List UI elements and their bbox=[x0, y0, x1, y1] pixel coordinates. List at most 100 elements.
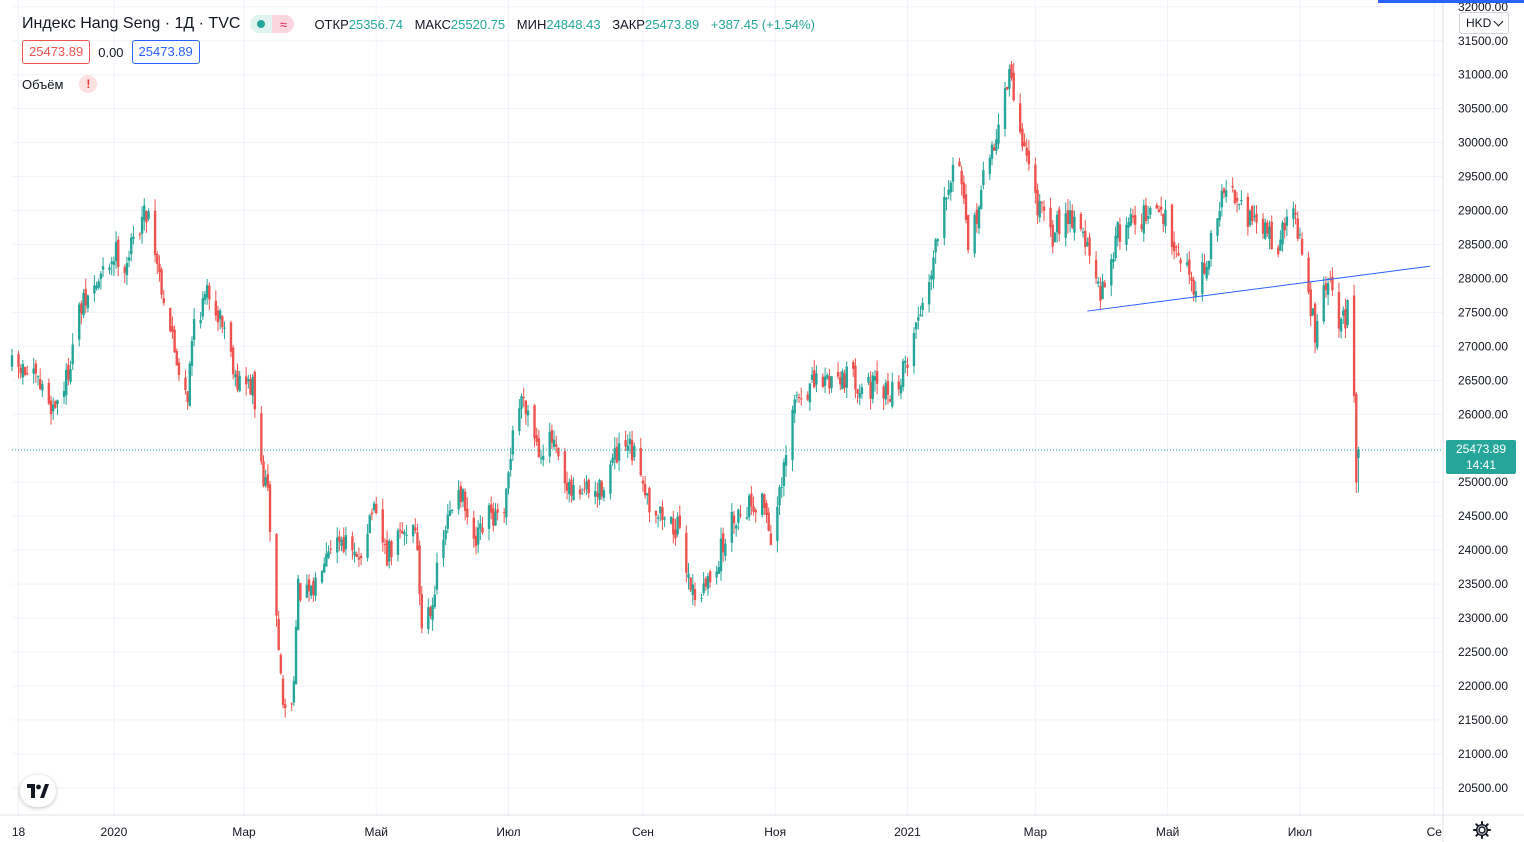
candle bbox=[1316, 314, 1319, 351]
candle bbox=[1118, 217, 1122, 250]
x-tick-label: 18 bbox=[12, 825, 26, 839]
candle bbox=[82, 288, 85, 319]
candle bbox=[1071, 204, 1074, 230]
candle bbox=[1264, 218, 1267, 241]
candle bbox=[147, 208, 150, 221]
candle bbox=[806, 391, 809, 402]
candle bbox=[375, 496, 378, 515]
candle bbox=[169, 307, 172, 333]
candle bbox=[1300, 232, 1304, 256]
candle bbox=[693, 582, 697, 607]
open-label: ОТКР bbox=[314, 16, 349, 32]
candle bbox=[791, 405, 794, 472]
candle bbox=[839, 371, 842, 391]
market-status-pill[interactable]: ≈ bbox=[250, 15, 295, 33]
candle bbox=[156, 251, 159, 275]
x-tick-label: 2021 bbox=[894, 825, 921, 839]
candle bbox=[338, 530, 341, 552]
tradingview-logo-icon[interactable] bbox=[20, 775, 56, 807]
ask-price-button[interactable]: 25473.89 bbox=[131, 40, 200, 64]
candle bbox=[244, 367, 248, 396]
candle bbox=[1342, 306, 1345, 325]
candle bbox=[320, 569, 324, 585]
candle bbox=[231, 345, 235, 380]
close-value: 25473.89 bbox=[644, 16, 700, 32]
candle bbox=[41, 380, 44, 398]
candle bbox=[145, 210, 148, 233]
warning-icon[interactable]: ! bbox=[79, 75, 98, 93]
bar-countdown: 14:41 bbox=[1465, 458, 1497, 473]
candle bbox=[826, 372, 829, 380]
candle bbox=[65, 363, 68, 405]
candle bbox=[140, 206, 144, 244]
candle bbox=[205, 278, 209, 305]
candle bbox=[489, 496, 493, 520]
candle bbox=[1133, 205, 1137, 235]
candle bbox=[385, 530, 389, 567]
candle bbox=[474, 526, 478, 555]
gear-icon[interactable] bbox=[1472, 820, 1492, 840]
candle bbox=[535, 427, 538, 446]
candle bbox=[598, 478, 601, 506]
symbol-title[interactable]: Индекс Hang Seng · 1Д · TVC bbox=[22, 15, 241, 32]
candle bbox=[906, 357, 909, 377]
candle bbox=[314, 572, 317, 601]
chart-grid bbox=[12, 0, 1443, 815]
candle bbox=[565, 471, 569, 500]
candle bbox=[899, 378, 903, 400]
candle bbox=[1190, 271, 1193, 292]
candle bbox=[947, 179, 950, 200]
candle bbox=[1149, 206, 1152, 219]
candle bbox=[1255, 205, 1258, 234]
candle bbox=[93, 275, 96, 303]
volume-label: Объём bbox=[22, 76, 64, 92]
candle bbox=[461, 487, 465, 508]
y-tick-label: 27000.00 bbox=[1458, 339, 1508, 353]
candle bbox=[745, 507, 749, 520]
candle bbox=[336, 527, 339, 564]
candle bbox=[884, 379, 887, 406]
candle bbox=[1084, 219, 1087, 256]
candle bbox=[173, 325, 176, 354]
candle bbox=[1270, 215, 1273, 250]
candle bbox=[1068, 200, 1072, 233]
volume-indicator-legend[interactable]: Объём ! bbox=[22, 75, 98, 93]
candle bbox=[262, 455, 265, 488]
time-axis[interactable]: 18 2020 Мар Май Июл Сен Ноя 2021 Мар Май Июл Се bbox=[12, 825, 1442, 839]
candle bbox=[617, 432, 621, 471]
candle bbox=[186, 390, 189, 410]
candle bbox=[388, 538, 391, 569]
candle bbox=[752, 496, 755, 516]
bid-price-button[interactable]: 25473.89 bbox=[22, 40, 91, 64]
candle bbox=[23, 366, 27, 377]
candle bbox=[717, 560, 721, 575]
candle bbox=[405, 524, 408, 545]
candle bbox=[192, 308, 196, 347]
candle bbox=[1140, 213, 1143, 232]
candle bbox=[1331, 267, 1334, 296]
candle bbox=[492, 502, 495, 532]
candle bbox=[420, 586, 423, 634]
candle bbox=[340, 536, 343, 552]
candle bbox=[1003, 81, 1007, 137]
price-axis[interactable]: 20500.00 21000.00 21500.00 22000.00 22500.00… bbox=[1458, 0, 1508, 795]
candle bbox=[1233, 189, 1237, 205]
candle bbox=[578, 485, 582, 500]
y-tick-label: 28500.00 bbox=[1458, 238, 1508, 252]
candle bbox=[964, 184, 968, 224]
candle bbox=[1237, 203, 1241, 210]
candle bbox=[21, 359, 25, 385]
y-tick-label: 21000.00 bbox=[1458, 747, 1508, 761]
candle bbox=[1008, 64, 1011, 97]
candle bbox=[203, 291, 207, 305]
candle bbox=[782, 458, 786, 497]
trendline[interactable] bbox=[1087, 265, 1431, 312]
currency-dropdown[interactable]: HKD bbox=[1459, 12, 1510, 34]
candle bbox=[830, 375, 833, 393]
candle bbox=[533, 403, 536, 447]
candle bbox=[283, 698, 287, 718]
candle bbox=[628, 431, 632, 454]
candle bbox=[1127, 217, 1130, 240]
candle bbox=[643, 476, 647, 499]
